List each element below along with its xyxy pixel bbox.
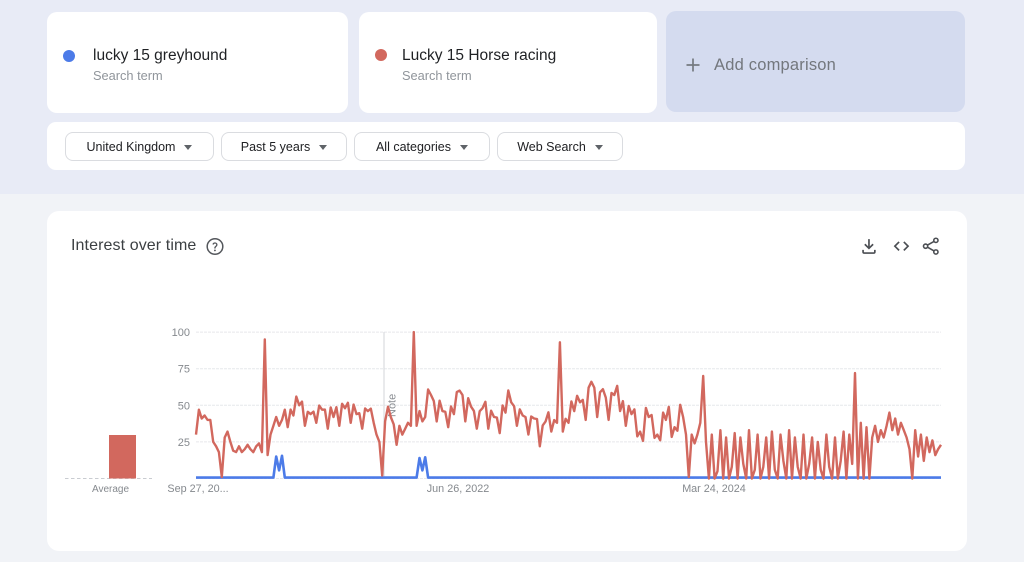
svg-text:100: 100 — [172, 327, 190, 339]
svg-text:Note: Note — [387, 394, 399, 417]
svg-text:50: 50 — [178, 400, 190, 412]
svg-text:25: 25 — [178, 437, 190, 449]
svg-text:Mar 24, 2024: Mar 24, 2024 — [682, 483, 746, 495]
svg-text:Sep 27, 20...: Sep 27, 20... — [167, 483, 228, 495]
svg-text:Jun 26, 2022: Jun 26, 2022 — [427, 483, 489, 495]
svg-text:Average: Average — [92, 484, 130, 495]
svg-text:75: 75 — [178, 364, 190, 376]
